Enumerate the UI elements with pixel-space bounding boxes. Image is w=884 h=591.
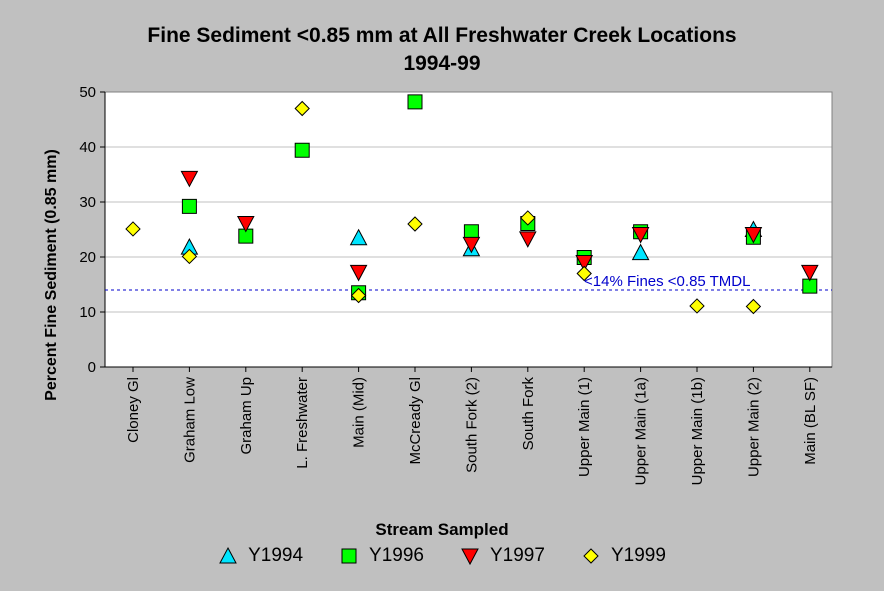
x-tick-label: Graham Up bbox=[238, 377, 255, 455]
x-axis-label: Stream Sampled bbox=[375, 520, 509, 539]
legend-item-y1994: Y1994 bbox=[218, 545, 303, 567]
data-point-y1999 bbox=[576, 265, 592, 282]
legend-item-y1999: Y1999 bbox=[581, 545, 666, 567]
data-point-y1997 bbox=[631, 226, 650, 244]
data-point-y1996 bbox=[407, 94, 423, 110]
chart-title: Fine Sediment <0.85 mm at All Freshwater… bbox=[0, 22, 884, 78]
data-point-y1997 bbox=[180, 170, 199, 188]
x-tick-label: Cloney Gl bbox=[125, 377, 142, 443]
y-tick-label: 30 bbox=[79, 194, 96, 211]
y-tick-label: 40 bbox=[79, 139, 96, 156]
data-point-y1997 bbox=[518, 231, 537, 248]
data-point-y1997 bbox=[349, 264, 368, 282]
data-point-y1994 bbox=[631, 243, 650, 261]
legend-item-y1997: Y1997 bbox=[460, 545, 545, 567]
data-point-y1999 bbox=[520, 210, 536, 226]
y-tick-label: 20 bbox=[79, 249, 96, 266]
data-point-y1996 bbox=[294, 142, 310, 158]
data-point-y1999 bbox=[745, 298, 762, 315]
data-point-y1996 bbox=[181, 198, 197, 214]
square-marker-icon bbox=[341, 548, 357, 564]
data-point-y1999 bbox=[294, 100, 310, 117]
data-point-y1997 bbox=[744, 226, 763, 244]
data-point-y1997 bbox=[575, 255, 594, 272]
triangle-down-marker-icon bbox=[461, 548, 479, 566]
x-tick-label: Upper Main (1b) bbox=[689, 377, 706, 485]
x-tick-label: Upper Main (2) bbox=[745, 377, 762, 477]
triangle-up-marker-icon bbox=[219, 546, 237, 564]
legend-label: Y1996 bbox=[369, 545, 424, 566]
data-point-y1997 bbox=[236, 215, 255, 233]
data-point-y1996 bbox=[238, 228, 254, 244]
data-point-y1994 bbox=[349, 228, 368, 246]
series-y1999 bbox=[125, 100, 762, 315]
legend-label: Y1994 bbox=[248, 545, 304, 566]
x-tick-label: South Fork bbox=[520, 377, 537, 451]
data-point-y1999 bbox=[181, 248, 198, 265]
data-point-y1997 bbox=[800, 264, 819, 282]
x-tick-label: Main (BL SF) bbox=[802, 377, 819, 465]
diamond-marker-icon bbox=[583, 548, 599, 564]
series-y1997 bbox=[180, 170, 819, 282]
data-point-y1999 bbox=[407, 216, 423, 232]
legend-label: Y1997 bbox=[490, 545, 545, 566]
data-point-y1999 bbox=[689, 298, 705, 314]
y-tick-label: 50 bbox=[79, 84, 96, 101]
legend: Y1994 Y1996 Y1997 Y1999 bbox=[0, 545, 884, 567]
legend-label: Y1999 bbox=[610, 545, 666, 566]
x-tick-label: South Fork (2) bbox=[463, 377, 480, 473]
x-tick-label: Upper Main (1a) bbox=[633, 377, 650, 485]
data-point-y1997 bbox=[462, 236, 481, 254]
y-tick-label: 0 bbox=[88, 359, 96, 376]
data-point-y1999 bbox=[350, 287, 367, 304]
data-point-y1996 bbox=[463, 224, 479, 240]
x-tick-label: Upper Main (1) bbox=[576, 377, 593, 477]
x-tick-label: McCready Gl bbox=[407, 377, 424, 465]
data-point-y1999 bbox=[125, 221, 141, 237]
data-point-y1996 bbox=[802, 278, 818, 294]
x-tick-label: L. Freshwater bbox=[294, 377, 311, 469]
x-tick-label: Graham Low bbox=[181, 377, 198, 463]
legend-item-y1996: Y1996 bbox=[339, 545, 424, 567]
tmdl-reference-label: <14% Fines <0.85 TMDL bbox=[584, 273, 750, 290]
x-tick-label: Main (Mid) bbox=[351, 377, 368, 448]
y-tick-label: 10 bbox=[79, 304, 96, 321]
y-axis-label: Percent Fine Sediment (0.85 mm) bbox=[43, 149, 60, 401]
chart-title-line2: 1994-99 bbox=[403, 52, 481, 75]
chart-title-line1: Fine Sediment <0.85 mm at All Freshwater… bbox=[147, 24, 737, 47]
